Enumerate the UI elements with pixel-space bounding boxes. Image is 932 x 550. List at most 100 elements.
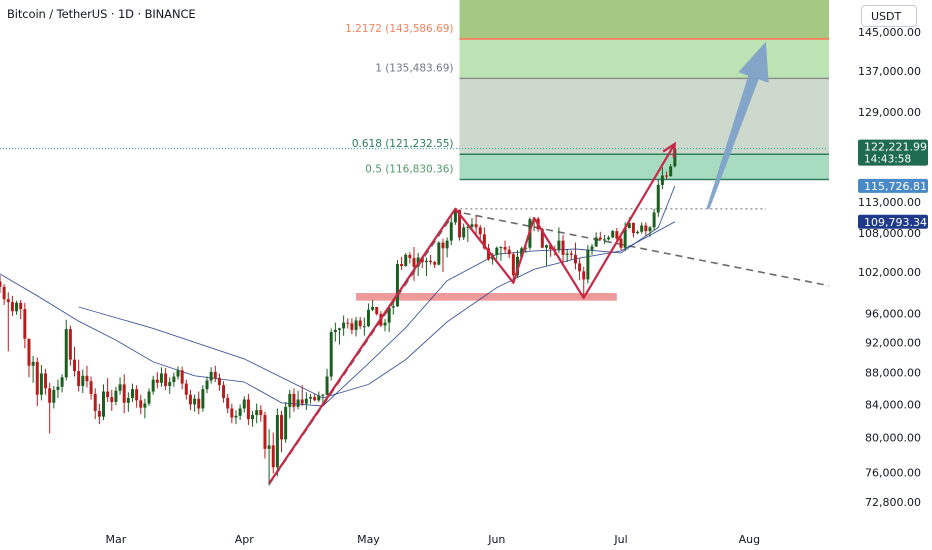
y-tick-label: 72,800.00	[865, 496, 921, 509]
y-tick-label: 102,000.00	[858, 266, 921, 279]
candle-body	[594, 237, 598, 247]
candle-body	[582, 271, 586, 280]
candle-body	[346, 322, 350, 324]
candle-body	[569, 253, 573, 255]
fib-zone-golden	[459, 154, 849, 180]
candle-body	[193, 398, 197, 405]
candle-body	[329, 332, 333, 377]
candle-body	[313, 397, 317, 401]
candle-body	[474, 224, 478, 228]
candle-body	[648, 227, 652, 232]
candle-body	[23, 309, 27, 339]
candle-body	[180, 370, 184, 384]
price-tag-countdown: 14:43:58	[864, 154, 911, 166]
candle-body	[652, 212, 656, 228]
candle-body	[93, 393, 97, 411]
candle-body	[362, 326, 366, 328]
y-tick-label: 76,000.00	[865, 467, 921, 480]
y-tick-label: 92,000.00	[865, 336, 921, 349]
candle-body	[296, 399, 300, 407]
candle-body	[288, 393, 292, 407]
trend-lines	[268, 208, 870, 485]
candle-body	[565, 253, 569, 255]
candle-body	[184, 383, 188, 395]
candle-body	[337, 328, 341, 330]
candle-body	[429, 260, 433, 263]
candle-body	[226, 397, 230, 409]
candle-body	[122, 384, 126, 403]
candle-body	[246, 399, 250, 420]
pattern-layer	[268, 141, 677, 485]
candle-body	[503, 247, 507, 250]
candle-body	[31, 361, 35, 366]
price-tag-ma1	[858, 178, 928, 193]
candle-body	[151, 379, 155, 392]
x-axis: Mar Apr May Jun Jul Aug	[106, 533, 761, 546]
projection-arrow	[706, 41, 769, 210]
candle-body	[375, 306, 379, 315]
candle-body	[408, 254, 412, 259]
candle-body	[437, 242, 441, 265]
candle-body	[205, 380, 209, 390]
candle-body	[354, 320, 358, 330]
candle-body	[540, 229, 544, 248]
candle-body	[168, 382, 172, 386]
x-tick-label: May	[357, 533, 380, 546]
candle-body	[333, 329, 337, 333]
candle-body	[499, 247, 503, 249]
y-tick-label: 137,000.00	[858, 65, 921, 78]
candle-body	[433, 262, 437, 265]
price-tag-value: 122,221.99	[864, 141, 927, 154]
x-tick-label: Jun	[487, 533, 505, 546]
candle-body	[217, 378, 221, 386]
candle-body	[371, 306, 375, 310]
candle-body	[259, 410, 263, 416]
candle-body	[19, 302, 23, 310]
candle-body	[607, 237, 611, 240]
candle-body	[412, 258, 416, 267]
support-zone	[356, 293, 617, 301]
candle-body	[275, 415, 279, 468]
y-tick-label: 84,000.00	[865, 398, 921, 411]
candle-body	[251, 415, 255, 420]
candle-body	[391, 306, 395, 308]
fib-label: 0.618 (121,232.55)	[352, 138, 454, 150]
candle-body	[176, 370, 180, 377]
candle-body	[511, 254, 515, 276]
y-tick-label: 113,000.00	[858, 196, 921, 209]
candle-body	[48, 388, 52, 403]
y-tick-label: 129,000.00	[858, 106, 921, 119]
fib-label: 1 (135,483.69)	[375, 62, 453, 74]
candle-body	[549, 245, 553, 249]
candle-body	[445, 240, 449, 249]
candle-body	[321, 394, 325, 396]
y-axis: 145,000.00 137,000.00 129,000.00 113,000.00…	[829, 0, 932, 550]
candle-body	[573, 254, 577, 264]
candle-body	[561, 240, 565, 255]
ma_fast-line	[0, 185, 676, 407]
candle-body	[89, 381, 93, 394]
candles	[0, 143, 677, 486]
candle-body	[102, 391, 105, 417]
candle-body	[586, 249, 590, 280]
candle-body	[68, 329, 72, 360]
candle-body	[114, 390, 118, 402]
y-axis-background	[829, 0, 932, 550]
candle-body	[404, 254, 408, 267]
candle-body	[209, 371, 213, 381]
y-tick-label: 145,000.00	[858, 26, 921, 39]
candle-body	[155, 379, 159, 383]
candle-body	[631, 223, 635, 234]
candle-body	[39, 373, 43, 395]
candle-body	[64, 329, 68, 378]
candle-body	[85, 375, 89, 382]
candle-body	[234, 415, 238, 418]
fib-label: 0.5 (116,830.36)	[365, 163, 453, 175]
candle-body	[300, 399, 304, 404]
candle-body	[267, 445, 271, 449]
candle-body	[2, 286, 6, 300]
currency-selector[interactable]: USDT	[861, 5, 917, 27]
candle-body	[222, 385, 226, 398]
candle-body	[263, 415, 267, 449]
